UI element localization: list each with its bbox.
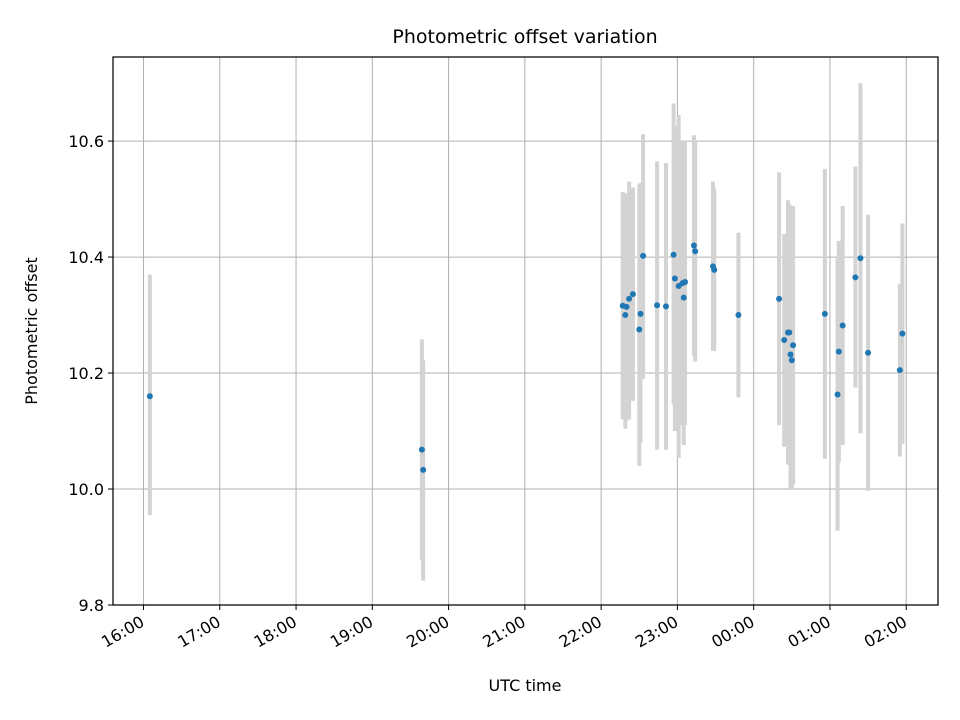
data-point — [865, 349, 872, 356]
x-axis-label: UTC time — [489, 676, 562, 695]
plot-frame — [112, 56, 939, 606]
data-point — [626, 295, 633, 302]
data-point — [622, 312, 629, 319]
data-point — [623, 303, 630, 310]
data-point — [711, 266, 718, 273]
data-point — [680, 294, 687, 301]
data-point — [636, 326, 643, 333]
y-axis-label: Photometric offset — [22, 257, 41, 405]
data-point — [637, 310, 644, 317]
y-axis: 9.8 10.0 10.2 10.4 10.6 — [68, 132, 113, 615]
data-point — [654, 302, 661, 309]
data-point — [835, 348, 842, 355]
data-point — [857, 255, 864, 262]
y-tick-label: 10.0 — [68, 480, 104, 499]
data-point — [146, 393, 153, 400]
data-point — [735, 312, 742, 319]
plot-area — [113, 57, 938, 605]
data-point — [640, 252, 647, 259]
chart-title: Photometric offset variation — [392, 26, 657, 48]
data-point — [776, 295, 783, 302]
data-point — [781, 336, 788, 343]
data-point — [896, 367, 903, 374]
y-tick-label: 10.2 — [68, 364, 104, 383]
data-point — [420, 466, 427, 473]
data-point — [839, 322, 846, 329]
data-markers — [146, 242, 906, 473]
data-point — [834, 391, 841, 398]
data-point — [671, 275, 678, 282]
data-point — [788, 357, 795, 364]
data-point — [629, 291, 636, 298]
data-point — [786, 329, 793, 336]
data-point — [682, 278, 689, 285]
data-point — [692, 248, 699, 255]
data-point — [821, 310, 828, 317]
data-point — [690, 242, 697, 249]
y-tick-label: 10.4 — [68, 248, 104, 267]
data-point — [418, 446, 425, 453]
data-point — [662, 303, 669, 310]
y-tick-label: 10.6 — [68, 132, 104, 151]
data-point — [787, 351, 794, 358]
data-point — [670, 251, 677, 258]
data-point — [899, 330, 906, 337]
data-point — [790, 342, 797, 349]
data-point — [852, 274, 859, 281]
y-tick-label: 9.8 — [79, 596, 104, 615]
